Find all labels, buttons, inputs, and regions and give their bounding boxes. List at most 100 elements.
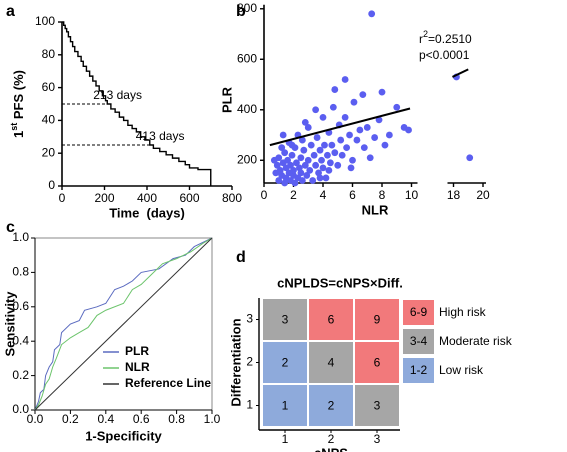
y-tick-label: 80 bbox=[42, 47, 56, 61]
data-point bbox=[319, 164, 327, 172]
data-point bbox=[319, 113, 327, 121]
data-point bbox=[297, 169, 305, 177]
cell-value: 3 bbox=[282, 313, 289, 327]
data-point bbox=[290, 166, 297, 174]
legend-label: High risk bbox=[439, 305, 487, 319]
y-tick-label: 1 bbox=[246, 398, 253, 412]
x-tick-label: 0.8 bbox=[168, 412, 185, 426]
data-point bbox=[304, 156, 312, 164]
label-part: 1 bbox=[11, 131, 26, 138]
data-point bbox=[325, 166, 333, 174]
cell-value: 1 bbox=[282, 399, 289, 413]
y-tick-label: 40 bbox=[42, 113, 56, 127]
data-point bbox=[331, 149, 339, 157]
y-tick-label: 0 bbox=[48, 178, 55, 192]
heat-cell bbox=[261, 383, 309, 428]
data-point bbox=[301, 161, 309, 169]
cell-value: 2 bbox=[328, 399, 335, 413]
data-point bbox=[316, 146, 324, 154]
axis-label: 1st PFS (%) bbox=[9, 70, 26, 138]
y-axis-label: PLR bbox=[219, 86, 234, 113]
data-point bbox=[318, 156, 325, 164]
x-axis-label: Time (days) bbox=[109, 205, 185, 220]
x-axis-label: NLR bbox=[362, 202, 389, 217]
data-point bbox=[293, 159, 300, 167]
y-tick-label: 60 bbox=[42, 80, 56, 94]
y-tick-label: 100 bbox=[35, 14, 55, 28]
data-point bbox=[349, 156, 356, 164]
data-point bbox=[284, 156, 291, 164]
legend-range: 3-4 bbox=[410, 334, 428, 348]
y-tick-label: 800 bbox=[237, 1, 257, 15]
data-point bbox=[341, 113, 349, 121]
data-point bbox=[312, 106, 320, 114]
data-point bbox=[316, 174, 324, 182]
cell-value: 6 bbox=[374, 356, 381, 370]
y-tick-label: 3 bbox=[246, 312, 253, 326]
data-point bbox=[306, 166, 314, 174]
x-tick-label: 1.0 bbox=[204, 412, 221, 426]
data-point bbox=[359, 91, 367, 99]
x-tick-label: 6 bbox=[349, 188, 356, 202]
data-point bbox=[347, 164, 355, 172]
survival-line bbox=[62, 21, 212, 186]
data-point bbox=[378, 88, 386, 96]
panel-label: d bbox=[236, 249, 246, 266]
data-point bbox=[371, 134, 379, 141]
data-point bbox=[346, 131, 353, 139]
legend-label: Moderate risk bbox=[439, 334, 513, 348]
chart-title: cNPLDS=cNPS×Diff. bbox=[277, 275, 403, 290]
data-point bbox=[310, 151, 318, 159]
data-point bbox=[385, 131, 393, 139]
y-tick-label: 0.0 bbox=[12, 402, 29, 416]
data-point bbox=[328, 141, 336, 149]
x-tick-label: 20 bbox=[476, 188, 490, 202]
data-point bbox=[334, 161, 342, 169]
data-point bbox=[279, 131, 287, 139]
data-point bbox=[287, 161, 294, 169]
data-point bbox=[343, 144, 350, 152]
x-tick-label: 0.2 bbox=[62, 412, 79, 426]
axis-label: r2=0.2510 bbox=[419, 29, 472, 46]
heat-cell bbox=[353, 383, 401, 428]
data-point bbox=[360, 144, 368, 152]
y-tick-label: 0.8 bbox=[12, 265, 29, 279]
cell-value: 3 bbox=[374, 399, 381, 413]
data-point bbox=[303, 172, 311, 179]
data-point bbox=[466, 154, 474, 162]
x-tick-label: 400 bbox=[137, 191, 157, 205]
data-point bbox=[338, 151, 346, 159]
data-point bbox=[356, 126, 364, 134]
x-tick-label: 2 bbox=[328, 432, 335, 446]
data-point bbox=[350, 98, 358, 106]
x-tick-label: 10 bbox=[405, 188, 419, 202]
x-tick-label: 8 bbox=[379, 188, 386, 202]
data-point bbox=[288, 141, 296, 149]
y-axis-label: Differentiation bbox=[228, 318, 243, 406]
data-point bbox=[326, 159, 334, 167]
x-tick-label: 4 bbox=[320, 188, 327, 202]
cell-value: 6 bbox=[328, 313, 335, 327]
panel-label: a bbox=[6, 3, 15, 20]
legend-swatch bbox=[403, 358, 434, 383]
data-point bbox=[341, 76, 349, 83]
heat-cell bbox=[307, 297, 355, 342]
data-point bbox=[304, 124, 312, 131]
data-point bbox=[337, 136, 345, 144]
data-point bbox=[300, 146, 308, 154]
median-label: 413 days bbox=[136, 129, 185, 143]
data-point bbox=[298, 136, 306, 144]
data-point bbox=[363, 124, 371, 131]
y-tick-label: 2 bbox=[246, 355, 253, 369]
panel-label: b bbox=[236, 3, 246, 20]
panel-label: c bbox=[6, 219, 15, 236]
y-tick-label: 200 bbox=[237, 152, 257, 166]
legend-swatch bbox=[403, 300, 434, 325]
legend-label: NLR bbox=[125, 360, 150, 374]
roc-line bbox=[34, 237, 213, 411]
x-tick-label: 1 bbox=[282, 432, 289, 446]
data-point bbox=[321, 141, 328, 149]
x-tick-label: 3 bbox=[374, 432, 381, 446]
data-point bbox=[329, 103, 337, 111]
